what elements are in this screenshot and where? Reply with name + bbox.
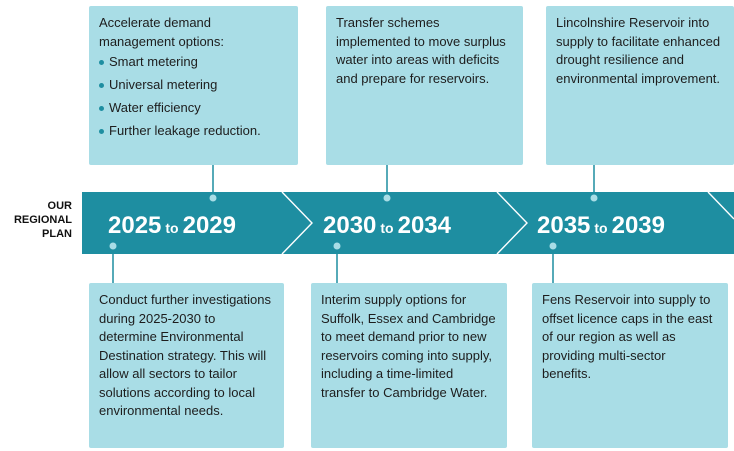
regional-plan-label: OUR REGIONAL PLAN: [0, 199, 72, 241]
bullet-item: Water efficiency: [99, 99, 288, 118]
period-start-1: 2025: [108, 212, 162, 239]
connector-dot-bottom-1: [109, 242, 117, 250]
side-label-line-1: OUR: [47, 200, 72, 212]
connector-dot-top-1: [209, 194, 217, 202]
bottom-box-1: Conduct further investigations during 20…: [89, 283, 284, 448]
bullet-item: Further leakage reduction.: [99, 122, 288, 141]
side-label-line-3: PLAN: [42, 228, 72, 240]
period-label-2: 2030 to 2034: [323, 208, 451, 244]
chevron-separator-3: [707, 191, 734, 220]
period-end-2: 2034: [397, 212, 451, 239]
connector-dot-bottom-3: [549, 242, 557, 250]
bottom-box-3-text: Fens Reservoir into supply to offset lic…: [542, 292, 713, 381]
period-label-1: 2025 to 2029: [108, 208, 236, 244]
top-box-3-text: Lincolnshire Reservoir into supply to fa…: [556, 15, 721, 86]
top-box-1-bullets: Smart metering Universal metering Water …: [99, 53, 288, 141]
top-box-2-text: Transfer schemes implemented to move sur…: [336, 15, 506, 86]
period-to-3: to: [594, 220, 608, 236]
connector-dot-top-2: [383, 194, 391, 202]
period-start-3: 2035: [537, 212, 591, 239]
period-end-1: 2029: [182, 212, 236, 239]
bullet-item: Smart metering: [99, 53, 288, 72]
top-box-1: Accelerate demand management options: Sm…: [89, 6, 298, 165]
period-to-2: to: [380, 220, 394, 236]
bottom-box-1-text: Conduct further investigations during 20…: [99, 292, 271, 418]
bullet-item: Universal metering: [99, 76, 288, 95]
top-box-1-text: Accelerate demand management options:: [99, 15, 225, 49]
timeline-band-fill: [82, 192, 734, 254]
bottom-box-2: Interim supply options for Suffolk, Esse…: [311, 283, 507, 448]
period-to-1: to: [165, 220, 179, 236]
side-label-line-2: REGIONAL: [13, 214, 72, 226]
bottom-box-3: Fens Reservoir into supply to offset lic…: [532, 283, 728, 448]
chevron-separator-2: [496, 191, 528, 255]
period-start-2: 2030: [323, 212, 377, 239]
chevron-separator-1: [281, 191, 313, 255]
top-box-3: Lincolnshire Reservoir into supply to fa…: [546, 6, 734, 165]
period-label-3: 2035 to 2039: [537, 208, 665, 244]
top-box-2: Transfer schemes implemented to move sur…: [326, 6, 523, 165]
period-end-3: 2039: [611, 212, 665, 239]
bottom-box-2-text: Interim supply options for Suffolk, Esse…: [321, 292, 496, 400]
connector-dot-top-3: [590, 194, 598, 202]
connector-dot-bottom-2: [333, 242, 341, 250]
